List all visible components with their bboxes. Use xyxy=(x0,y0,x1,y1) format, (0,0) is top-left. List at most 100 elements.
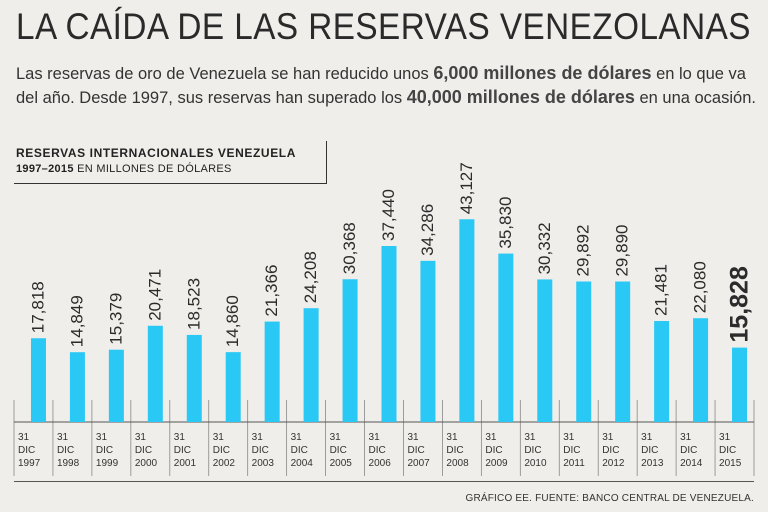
subtitle-part-2: en lo que va del año. Desde 1997, sus re… xyxy=(16,65,746,107)
category-label: 31 xyxy=(524,432,536,443)
category-label: 2004 xyxy=(291,458,314,469)
category-label: 2009 xyxy=(485,458,508,469)
category-label: DIC xyxy=(407,445,424,456)
page-title: LA CAÍDA DE LAS RESERVAS VENEZOLANAS xyxy=(16,6,751,47)
category-label: 31 xyxy=(446,432,458,443)
subtitle-part-1: 6,000 millones de dólares xyxy=(433,63,652,83)
bar-2010 xyxy=(537,279,553,422)
category-label: DIC xyxy=(174,445,191,456)
category-label: 31 xyxy=(330,432,342,443)
category-label: DIC xyxy=(641,445,658,456)
chart-unit: EN MILLONES DE DÓLARES xyxy=(73,163,232,175)
bar-2011 xyxy=(576,281,592,422)
bar-2013 xyxy=(654,321,670,422)
category-label: 31 xyxy=(174,432,186,443)
category-label: 31 xyxy=(18,432,30,443)
category-label: DIC xyxy=(369,445,386,456)
bar-2008 xyxy=(459,219,475,422)
category-label: DIC xyxy=(524,445,541,456)
category-label: 31 xyxy=(641,432,653,443)
data-label: 30,368 xyxy=(340,222,359,274)
data-label: 17,818 xyxy=(28,281,47,333)
category-label: 2007 xyxy=(407,458,430,469)
bar-2005 xyxy=(342,279,358,422)
category-label: 2008 xyxy=(446,458,469,469)
bar-2000 xyxy=(147,325,163,422)
bar-2002 xyxy=(225,352,241,422)
category-label: DIC xyxy=(57,445,74,456)
bar-2004 xyxy=(303,308,319,422)
bar-2006 xyxy=(381,246,397,422)
data-label: 34,286 xyxy=(418,204,437,256)
category-label: 2006 xyxy=(369,458,392,469)
category-label: 31 xyxy=(291,432,303,443)
bar-2015 xyxy=(732,347,748,422)
category-label: 2002 xyxy=(213,458,236,469)
category-label: 2014 xyxy=(680,458,703,469)
source-credit: GRÁFICO EE. FUENTE: BANCO CENTRAL DE VEN… xyxy=(465,493,754,504)
category-label: DIC xyxy=(96,445,113,456)
category-label: 31 xyxy=(485,432,497,443)
page-subtitle: Las reservas de oro de Venezuela se han … xyxy=(16,62,756,110)
chart-range: 1997–2015 xyxy=(16,163,74,175)
category-label: DIC xyxy=(602,445,619,456)
category-label: 31 xyxy=(96,432,108,443)
bar-2012 xyxy=(615,281,631,422)
category-label: DIC xyxy=(291,445,308,456)
category-label: 1998 xyxy=(57,458,80,469)
category-label: 2003 xyxy=(252,458,275,469)
category-label: DIC xyxy=(485,445,502,456)
bar-2003 xyxy=(264,321,280,422)
category-label: 31 xyxy=(369,432,381,443)
data-label: 37,440 xyxy=(379,189,398,241)
chart-title: RESERVAS INTERNACIONALES VENEZUELA xyxy=(16,146,296,160)
category-label: 2000 xyxy=(135,458,158,469)
data-label: 22,080 xyxy=(691,261,710,313)
category-label: 1999 xyxy=(96,458,119,469)
category-label: 2015 xyxy=(719,458,742,469)
category-label: 31 xyxy=(213,432,225,443)
bottom-rule xyxy=(14,481,754,482)
data-label: 29,892 xyxy=(574,224,593,276)
bar-2007 xyxy=(420,260,436,422)
subtitle-part-3: 40,000 millones de dólares xyxy=(406,87,635,107)
category-label: 31 xyxy=(407,432,419,443)
category-label: DIC xyxy=(18,445,35,456)
category-label: DIC xyxy=(446,445,463,456)
bar-2001 xyxy=(186,334,202,422)
bar-1997 xyxy=(30,338,46,422)
category-label: 2010 xyxy=(524,458,547,469)
data-label: 14,849 xyxy=(67,295,86,347)
category-label: 2001 xyxy=(174,458,197,469)
data-label: 43,127 xyxy=(457,162,476,214)
category-label: DIC xyxy=(330,445,347,456)
category-label: 31 xyxy=(57,432,69,443)
category-label: 31 xyxy=(563,432,575,443)
data-label: 29,890 xyxy=(613,225,632,277)
data-label: 20,471 xyxy=(145,269,164,321)
category-label: 2011 xyxy=(563,458,585,469)
chart-title-box xyxy=(14,141,327,184)
bar-2009 xyxy=(498,253,514,422)
data-label: 18,523 xyxy=(184,278,203,330)
subtitle-part-4: en una ocasión. xyxy=(634,89,756,107)
category-label: 31 xyxy=(680,432,692,443)
data-label: 30,332 xyxy=(535,222,554,274)
category-label: 31 xyxy=(252,432,264,443)
category-label: 2012 xyxy=(602,458,625,469)
category-label: DIC xyxy=(135,445,152,456)
data-label: 35,830 xyxy=(496,197,515,249)
data-label: 15,828 xyxy=(726,266,754,343)
data-label: 14,860 xyxy=(223,295,242,347)
category-label: 2005 xyxy=(330,458,353,469)
bar-2014 xyxy=(693,318,709,422)
subtitle-part-0: Las reservas de oro de Venezuela se han … xyxy=(16,65,434,83)
category-label: DIC xyxy=(563,445,580,456)
bar-1998 xyxy=(69,352,85,422)
category-label: DIC xyxy=(680,445,697,456)
category-label: 31 xyxy=(719,432,731,443)
category-label: 31 xyxy=(135,432,147,443)
category-label: 1997 xyxy=(18,458,41,469)
category-label: 2013 xyxy=(641,458,664,469)
